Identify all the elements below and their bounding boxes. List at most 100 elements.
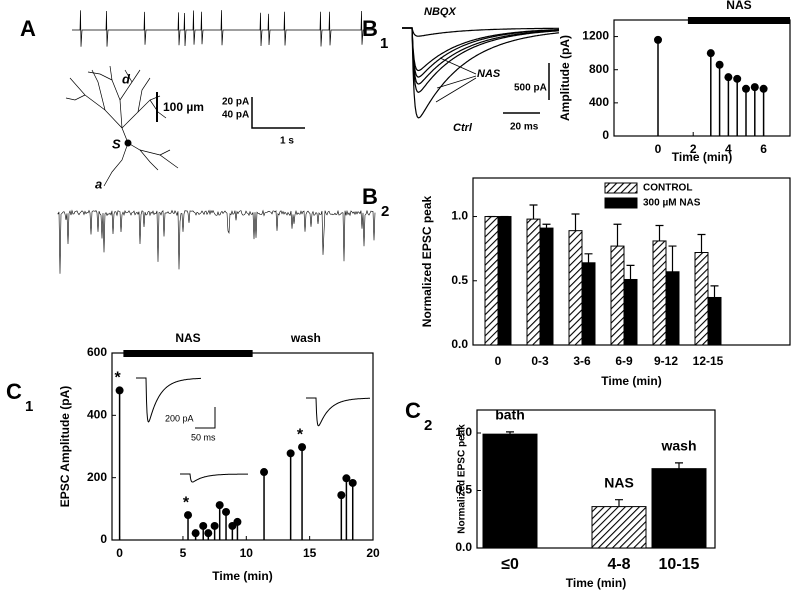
x-tick-label: 3-6 bbox=[573, 354, 591, 368]
point bbox=[337, 491, 346, 500]
x-tick-label: 6-9 bbox=[615, 354, 633, 368]
y-tick-label: 0.0 bbox=[455, 540, 472, 554]
y-tick-label: 600 bbox=[87, 345, 107, 359]
scale-label: 200 pA bbox=[165, 413, 194, 423]
point bbox=[715, 60, 724, 69]
label-pointer bbox=[435, 57, 477, 103]
wash-label: wash bbox=[290, 331, 321, 345]
trace bbox=[306, 397, 370, 427]
treatment-bar bbox=[687, 17, 790, 24]
trace bbox=[402, 27, 559, 93]
point bbox=[222, 507, 231, 516]
scale-bar bbox=[251, 97, 305, 129]
trace bbox=[72, 10, 375, 47]
y-axis-title: EPSC Amplitude (pA) bbox=[58, 386, 72, 508]
scale-bar bbox=[195, 407, 216, 429]
scale-label: 1 s bbox=[280, 136, 294, 147]
x-axis-title: Time (min) bbox=[212, 569, 272, 583]
y-tick-label: 800 bbox=[589, 62, 609, 76]
bar bbox=[610, 245, 625, 346]
y-tick-label: 1200 bbox=[582, 29, 609, 43]
bar bbox=[581, 262, 596, 346]
error-bar bbox=[529, 204, 538, 220]
panel-label: C bbox=[6, 379, 22, 404]
point bbox=[348, 478, 357, 487]
point-annotation: * bbox=[183, 494, 190, 511]
x-axis-title: Time (min) bbox=[672, 150, 732, 164]
point bbox=[204, 529, 213, 538]
point bbox=[184, 511, 193, 520]
treatment-label: NAS bbox=[726, 0, 751, 12]
trace bbox=[402, 27, 560, 119]
x-tick-label: 6 bbox=[760, 142, 767, 156]
y-axis-title: Normalized EPSC peak bbox=[457, 424, 468, 534]
x-tick-label: 4 bbox=[725, 142, 732, 156]
x-axis-title: Time (min) bbox=[601, 374, 661, 388]
trace-label: NAS bbox=[477, 68, 501, 80]
legend-label: 300 µM NAS bbox=[643, 198, 701, 209]
point-annotation: * bbox=[297, 426, 304, 443]
error-bar bbox=[655, 224, 664, 241]
bar bbox=[665, 271, 680, 346]
bar-label: bath bbox=[495, 407, 525, 423]
x-tick-label: 0-3 bbox=[531, 354, 549, 368]
panel-label: B bbox=[362, 184, 378, 209]
y-tick-label: 0 bbox=[100, 532, 107, 546]
bar bbox=[568, 230, 583, 346]
y-tick-label: 200 bbox=[87, 470, 107, 484]
point bbox=[233, 517, 242, 526]
panel-sublabel: 1 bbox=[380, 35, 388, 52]
x-tick-label: 0 bbox=[655, 142, 662, 156]
x-tick-label: 5 bbox=[180, 546, 187, 560]
bar bbox=[707, 296, 722, 346]
point bbox=[215, 501, 224, 510]
x-tick-label: 20 bbox=[366, 546, 380, 560]
scale-label: 100 µm bbox=[163, 100, 204, 114]
neuron-drawing bbox=[65, 65, 179, 187]
x-tick-label: 10 bbox=[240, 546, 254, 560]
x-tick-label: 9-12 bbox=[654, 354, 678, 368]
soma-label: S bbox=[112, 136, 121, 151]
y-tick-label: 0.5 bbox=[451, 273, 468, 287]
traces bbox=[57, 10, 560, 483]
point bbox=[750, 83, 759, 92]
bar bbox=[591, 506, 647, 549]
bar bbox=[526, 218, 541, 346]
point bbox=[759, 84, 768, 93]
bar bbox=[651, 468, 707, 549]
x-tick-label: ≤0 bbox=[501, 556, 519, 573]
trace bbox=[180, 473, 248, 483]
x-tick-label: 15 bbox=[303, 546, 317, 560]
trace bbox=[402, 27, 559, 72]
point bbox=[706, 49, 715, 58]
x-tick-label: 2 bbox=[690, 142, 697, 156]
point bbox=[286, 449, 295, 458]
point bbox=[191, 529, 200, 538]
bar bbox=[623, 278, 638, 346]
axon-label: a bbox=[95, 176, 102, 191]
point bbox=[298, 443, 307, 452]
y-tick-label: 1.0 bbox=[451, 209, 468, 223]
error-bar bbox=[710, 285, 719, 298]
point bbox=[210, 521, 219, 530]
soma bbox=[124, 139, 132, 147]
y-tick-label: 400 bbox=[87, 408, 107, 422]
trace bbox=[402, 27, 559, 37]
legend-swatch bbox=[604, 197, 638, 209]
y-axis-title: Amplitude (pA) bbox=[558, 35, 572, 121]
point-annotation: * bbox=[114, 370, 121, 387]
legend-swatch bbox=[604, 182, 638, 194]
panel-label: B bbox=[362, 16, 378, 41]
error-bar bbox=[542, 223, 551, 229]
trace-label: NBQX bbox=[424, 6, 456, 18]
plot-frame bbox=[111, 352, 374, 541]
bar-label: NAS bbox=[604, 474, 634, 490]
dendrite-label: d bbox=[122, 71, 131, 86]
y-axis-title: Normalized EPSC peak bbox=[420, 195, 434, 327]
x-tick-label: 12-15 bbox=[693, 354, 724, 368]
trace-label: Ctrl bbox=[453, 122, 473, 134]
legend-label: CONTROL bbox=[643, 183, 692, 194]
panel-label: C bbox=[405, 398, 421, 423]
y-tick-label: 400 bbox=[589, 95, 609, 109]
error-bar bbox=[615, 499, 623, 507]
